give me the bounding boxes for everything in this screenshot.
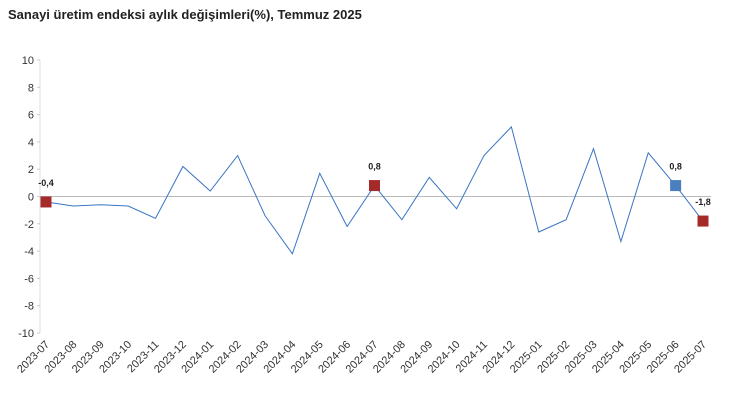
data-label: -1,8 <box>695 197 711 207</box>
y-tick-label: 0 <box>28 192 34 204</box>
marker <box>369 180 380 192</box>
chart-title: Sanayi üretim endeksi aylık değişimleri(… <box>8 7 362 22</box>
data-label: 0,8 <box>669 162 682 172</box>
y-tick-label: -8 <box>24 301 34 313</box>
y-tick-label: 6 <box>28 110 34 122</box>
y-tick-label: 2 <box>28 164 34 176</box>
y-tick-label: 10 <box>22 55 34 67</box>
y-tick-label: 4 <box>28 137 34 149</box>
y-tick-label: -4 <box>24 246 34 258</box>
data-label: 0,8 <box>368 162 381 172</box>
y-tick-label: -6 <box>24 273 34 285</box>
marker <box>697 215 709 227</box>
y-tick-label: -2 <box>24 219 34 231</box>
marker <box>40 196 52 208</box>
marker <box>670 180 682 192</box>
y-tick-label: -10 <box>18 328 34 340</box>
data-label: -0,4 <box>38 178 54 188</box>
y-tick-label: 8 <box>28 82 34 94</box>
